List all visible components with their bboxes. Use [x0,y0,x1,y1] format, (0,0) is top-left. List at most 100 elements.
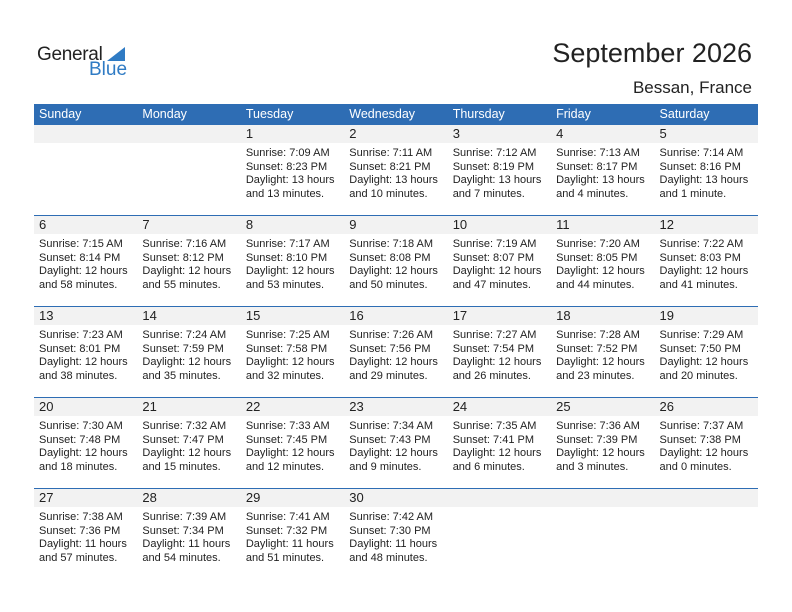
day-cell: 26 Sunrise: 7:37 AM Sunset: 7:38 PM Dayligh… [655,398,758,474]
day-cell: 20 Sunrise: 7:30 AM Sunset: 7:48 PM Dayligh… [34,398,137,474]
daylight-text: Daylight: 12 hours [245,356,335,368]
weekday-monday: Monday [142,107,187,121]
day-cell: 13 Sunrise: 7:23 AM Sunset: 8:01 PM Dayligh… [34,307,137,383]
empty-cell [551,489,654,565]
weekday-thursday: Thursday [452,107,505,121]
day-number: 6 [39,217,47,232]
daylight-minutes-text: and 35 minutes. [142,369,221,382]
sunrise-text: Sunrise: 7:22 AM [659,238,744,250]
sunrise-text: Sunrise: 7:38 AM [39,511,123,523]
empty-cell [655,489,758,565]
day-cell: 29 Sunrise: 7:41 AM Sunset: 7:32 PM Dayligh… [241,489,344,565]
sunrise-text: Sunrise: 7:24 AM [142,329,227,341]
sunrise-text: Sunrise: 7:25 AM [245,329,330,341]
day-number: 27 [39,490,54,505]
day-number: 22 [245,399,261,414]
sunrise-text: Sunrise: 7:33 AM [245,420,330,432]
daylight-minutes-text: and 55 minutes. [142,278,221,291]
sunrise-text: Sunrise: 7:18 AM [349,238,434,250]
daylight-minutes-text: and 54 minutes. [142,551,221,564]
day-cell: 6 Sunrise: 7:15 AM Sunset: 8:14 PM Daylight… [34,216,137,292]
generalblue-logo: General Blue [37,44,137,80]
day-number: 17 [452,308,468,323]
daylight-minutes-text: and 32 minutes. [245,369,325,382]
sunset-text: Sunset: 7:39 PM [556,433,638,446]
daylight-minutes-text: and 50 minutes. [349,278,428,291]
sunset-text: Sunset: 7:50 PM [659,342,741,355]
daylight-text: Daylight: 12 hours [452,356,542,368]
day-cell: 28 Sunrise: 7:39 AM Sunset: 7:34 PM Dayligh… [137,489,240,565]
sunset-text: Sunset: 8:01 PM [39,342,121,355]
day-number-bar [34,307,758,325]
sunrise-text: Sunrise: 7:26 AM [349,329,434,341]
daylight-minutes-text: and 51 minutes. [245,551,325,564]
sunset-text: Sunset: 8:21 PM [349,160,431,173]
daylight-text: Daylight: 12 hours [142,447,232,459]
day-cell: 27 Sunrise: 7:38 AM Sunset: 7:36 PM Dayligh… [34,489,137,565]
sunset-text: Sunset: 7:36 PM [39,524,121,537]
daylight-minutes-text: and 12 minutes. [245,460,325,473]
sunrise-text: Sunrise: 7:12 AM [452,147,537,159]
day-number: 1 [245,126,254,141]
daylight-minutes-text: and 47 minutes. [452,278,531,291]
daylight-minutes-text: and 4 minutes. [556,187,629,200]
sunset-text: Sunset: 7:34 PM [142,524,224,537]
daylight-text: Daylight: 13 hours [245,174,335,186]
day-cell: 15 Sunrise: 7:25 AM Sunset: 7:58 PM Dayligh… [241,307,344,383]
sunset-text: Sunset: 8:10 PM [245,251,328,264]
daylight-text: Daylight: 13 hours [452,174,542,186]
sunrise-text: Sunrise: 7:15 AM [39,238,123,250]
day-number-bar [34,489,758,507]
sunset-text: Sunset: 8:16 PM [659,160,741,173]
daylight-minutes-text: and 18 minutes. [39,460,118,473]
logo-general-text: General [37,44,103,65]
daylight-minutes-text: and 9 minutes. [349,460,422,473]
calendar-grid: Sunday Monday Tuesday Wednesday Thursday Frid… [34,104,758,579]
day-number: 13 [39,308,54,323]
sunrise-text: Sunrise: 7:28 AM [556,329,640,341]
day-cell: 14 Sunrise: 7:24 AM Sunset: 7:59 PM Dayligh… [137,307,240,383]
daylight-minutes-text: and 0 minutes. [659,460,732,473]
daylight-minutes-text: and 20 minutes. [659,369,738,382]
empty-cell [137,125,240,201]
day-number: 24 [452,399,468,414]
day-number: 7 [142,217,150,232]
day-number: 20 [39,399,54,414]
daylight-text: Daylight: 13 hours [556,174,645,186]
day-number: 21 [142,399,157,414]
sunrise-text: Sunrise: 7:13 AM [556,147,640,159]
daylight-minutes-text: and 6 minutes. [452,460,525,473]
location: Bessan, France [632,78,752,97]
logo-blue-text: Blue [89,59,128,80]
daylight-minutes-text: and 7 minutes. [452,187,525,200]
day-number: 10 [452,217,468,232]
sunrise-text: Sunrise: 7:16 AM [142,238,227,250]
sunset-text: Sunset: 8:17 PM [556,160,638,173]
day-cell: 12 Sunrise: 7:22 AM Sunset: 8:03 PM Dayligh… [655,216,758,292]
weekday-tuesday: Tuesday [245,107,294,121]
day-cell: 7 Sunrise: 7:16 AM Sunset: 8:12 PM Daylight… [137,216,240,292]
sunset-text: Sunset: 7:52 PM [556,342,638,355]
day-cell: 23 Sunrise: 7:34 AM Sunset: 7:43 PM Dayligh… [344,398,447,474]
daylight-text: Daylight: 12 hours [452,265,542,277]
day-cell: 11 Sunrise: 7:20 AM Sunset: 8:05 PM Dayligh… [551,216,654,292]
day-cell: 21 Sunrise: 7:32 AM Sunset: 7:47 PM Dayligh… [137,398,240,474]
daylight-text: Daylight: 12 hours [556,447,645,459]
day-cell: 8 Sunrise: 7:17 AM Sunset: 8:10 PM Daylight… [241,216,344,292]
sunset-text: Sunset: 7:56 PM [349,342,431,355]
weekday-saturday: Saturday [659,107,710,121]
daylight-text: Daylight: 11 hours [245,538,334,550]
daylight-minutes-text: and 1 minute. [659,187,727,200]
day-cell: 16 Sunrise: 7:26 AM Sunset: 7:56 PM Dayligh… [344,307,447,383]
sunset-text: Sunset: 7:32 PM [245,524,328,537]
sunset-text: Sunset: 8:07 PM [452,251,535,264]
sunrise-text: Sunrise: 7:19 AM [452,238,537,250]
day-number: 28 [142,490,157,505]
daylight-text: Daylight: 11 hours [142,538,231,550]
daylight-text: Daylight: 12 hours [39,356,128,368]
day-number: 5 [659,126,667,141]
day-number: 29 [245,490,261,505]
sunrise-text: Sunrise: 7:34 AM [349,420,434,432]
week-row: 1 Sunrise: 7:09 AM Sunset: 8:23 PM Daylight… [34,125,758,215]
